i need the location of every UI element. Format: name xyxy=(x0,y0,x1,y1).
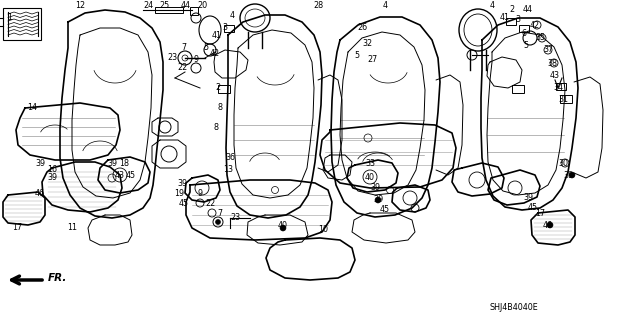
Bar xyxy=(560,95,572,103)
Text: 7: 7 xyxy=(218,209,223,218)
Text: 39: 39 xyxy=(563,170,573,180)
Text: 3: 3 xyxy=(223,24,227,33)
Circle shape xyxy=(569,172,575,178)
Text: 36: 36 xyxy=(225,153,235,162)
Text: 25: 25 xyxy=(160,1,170,10)
Text: 4: 4 xyxy=(383,1,387,10)
Text: 44: 44 xyxy=(523,5,533,14)
Bar xyxy=(506,18,516,25)
Text: 20: 20 xyxy=(197,1,207,10)
Text: 18: 18 xyxy=(119,159,129,167)
Text: 41: 41 xyxy=(212,31,222,40)
Text: 5: 5 xyxy=(204,43,209,53)
Text: 12: 12 xyxy=(75,1,85,10)
Text: 26: 26 xyxy=(357,24,367,33)
Text: 41: 41 xyxy=(500,13,510,23)
Text: 24: 24 xyxy=(143,1,153,10)
Text: 43: 43 xyxy=(115,170,125,180)
Text: 22: 22 xyxy=(205,198,215,207)
Bar xyxy=(3,8,41,40)
Text: 8: 8 xyxy=(218,103,223,113)
Text: 17: 17 xyxy=(535,209,545,218)
Text: 5: 5 xyxy=(524,41,529,49)
Text: 28: 28 xyxy=(313,1,323,10)
Text: 39: 39 xyxy=(177,179,187,188)
Text: 22: 22 xyxy=(177,63,187,72)
Bar xyxy=(519,25,529,32)
Text: 30: 30 xyxy=(558,159,568,167)
Text: SHJ4B4040E: SHJ4B4040E xyxy=(490,303,539,313)
Text: 29: 29 xyxy=(373,196,383,204)
Text: 9: 9 xyxy=(193,56,198,64)
Text: 46: 46 xyxy=(35,189,45,197)
Text: 35: 35 xyxy=(535,33,545,42)
Bar xyxy=(190,7,198,15)
Text: 6: 6 xyxy=(522,28,527,38)
Text: 45: 45 xyxy=(126,170,136,180)
Text: 38: 38 xyxy=(547,58,557,68)
Text: 3: 3 xyxy=(515,16,520,25)
Text: 23: 23 xyxy=(230,213,240,222)
Text: 46: 46 xyxy=(543,220,553,229)
Text: 39: 39 xyxy=(35,159,45,167)
Text: 14: 14 xyxy=(27,103,37,113)
Text: 39: 39 xyxy=(523,194,533,203)
Text: 39: 39 xyxy=(107,159,117,167)
Bar xyxy=(224,25,234,32)
Circle shape xyxy=(280,225,286,231)
Text: 4: 4 xyxy=(490,1,495,10)
Text: 39: 39 xyxy=(370,183,380,192)
Text: 33: 33 xyxy=(365,159,375,167)
Text: 45: 45 xyxy=(179,198,189,207)
Text: 45: 45 xyxy=(380,205,390,214)
Bar xyxy=(218,85,230,93)
Text: 11: 11 xyxy=(67,224,77,233)
Text: 13: 13 xyxy=(223,166,233,174)
Text: 42: 42 xyxy=(530,20,540,29)
Text: 10: 10 xyxy=(318,226,328,234)
Text: 4: 4 xyxy=(230,11,234,19)
Text: 2: 2 xyxy=(216,84,221,93)
Text: 37: 37 xyxy=(543,46,553,55)
Bar xyxy=(512,85,524,93)
Text: 42: 42 xyxy=(210,48,220,57)
Text: 5: 5 xyxy=(355,50,360,60)
Text: 23: 23 xyxy=(167,54,177,63)
Text: FR.: FR. xyxy=(48,273,67,283)
Circle shape xyxy=(375,197,381,203)
Text: 19: 19 xyxy=(174,189,184,197)
Text: 17: 17 xyxy=(12,224,22,233)
Text: 2: 2 xyxy=(509,5,515,14)
Text: 45: 45 xyxy=(528,204,538,212)
Text: 32: 32 xyxy=(362,39,372,48)
Circle shape xyxy=(216,219,221,225)
Circle shape xyxy=(547,222,553,228)
Text: 43: 43 xyxy=(550,70,560,79)
Text: 7: 7 xyxy=(181,43,187,53)
Text: 34: 34 xyxy=(553,84,563,93)
Bar xyxy=(556,83,566,90)
Text: 39: 39 xyxy=(47,174,57,182)
Text: 27: 27 xyxy=(367,56,377,64)
Text: 8: 8 xyxy=(214,123,218,132)
Text: 40: 40 xyxy=(278,220,288,229)
Bar xyxy=(155,7,183,13)
Text: 16: 16 xyxy=(47,166,57,174)
Text: 9: 9 xyxy=(197,189,203,197)
Text: 44: 44 xyxy=(181,1,191,10)
Text: 31: 31 xyxy=(558,95,568,105)
Text: 1: 1 xyxy=(8,13,13,23)
Text: 40: 40 xyxy=(365,174,375,182)
